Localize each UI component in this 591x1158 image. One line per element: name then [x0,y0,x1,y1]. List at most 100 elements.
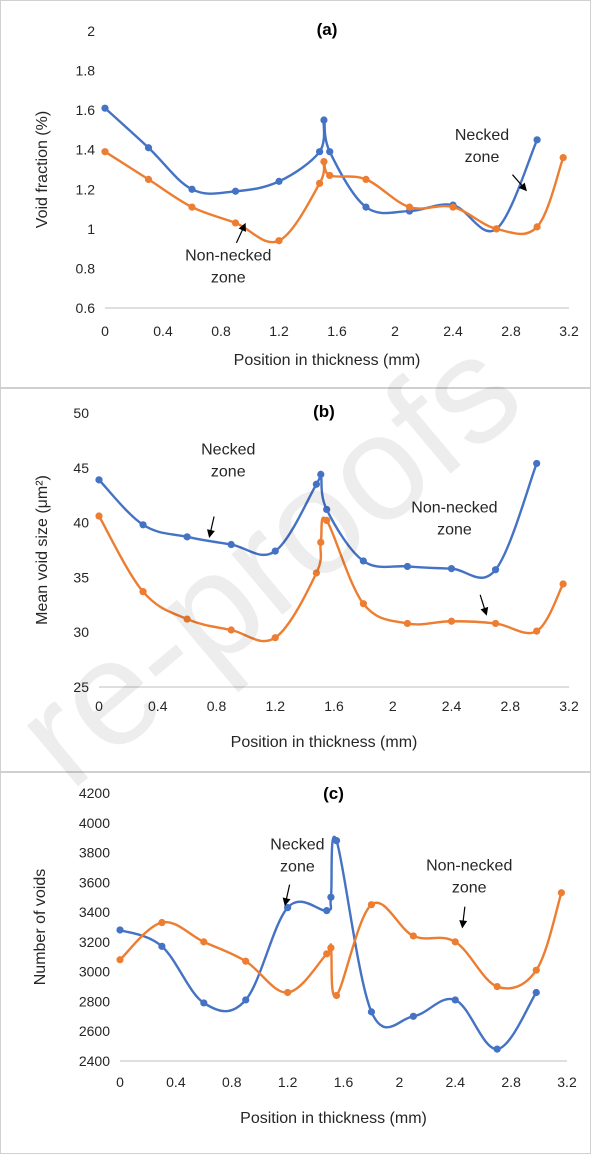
annotation-label: zone [211,464,246,481]
annotation-label: zone [280,859,315,876]
annotation-arrowhead [207,529,215,538]
data-point-necked [327,893,335,901]
data-point-non-necked [409,932,417,940]
x-tick-label: 2 [391,323,399,339]
y-tick-label: 4200 [79,785,110,801]
y-tick-label: 0.6 [76,300,96,316]
data-point-necked [183,533,191,541]
data-point-necked [491,566,500,574]
data-point-non-necked [327,944,335,952]
annotation-label: Necked [455,127,509,144]
annotation-label: zone [211,270,246,287]
data-point-necked [409,1012,417,1020]
chart-title: (a) [317,20,338,39]
data-point-necked [367,1008,376,1016]
x-tick-label: 2.4 [442,698,462,714]
data-point-necked [316,148,324,156]
data-point-necked [200,999,208,1007]
watermark-text: re-proofs [0,303,550,818]
annotation-label: Non-necked [185,248,271,265]
data-point-necked [323,505,331,514]
annotation-label: zone [452,879,487,896]
data-point-necked [320,116,328,124]
data-point-non-necked [362,175,370,183]
annotation-label: Non-necked [411,500,497,517]
annotation-arrowhead [459,920,468,929]
data-point-non-necked [326,171,334,180]
annotation-label: Non-necked [426,857,512,874]
data-point-necked [533,459,541,468]
data-point-necked [271,547,279,555]
data-point-non-necked [242,957,250,965]
annotation-arrow [462,906,466,923]
data-point-necked [403,562,412,571]
data-point-non-necked [403,619,412,628]
x-tick-label: 0 [95,698,103,714]
chart-b-svg: 25 30 35 40 45 50 0 0.4 0.8 1.2 1.6 2 2.4 2.8 3.2 (b) Po… [34,402,579,751]
data-point-non-necked [332,991,341,1000]
annotation-label: zone [437,522,472,539]
x-tick-label: 2 [389,698,397,714]
data-point-non-necked [451,938,459,946]
data-point-necked [533,136,541,144]
annotation-arrowhead [238,222,246,232]
x-tick-label: 1.2 [266,698,286,714]
data-point-necked [312,480,320,488]
data-point-non-necked [449,203,457,211]
data-point-non-necked [183,615,191,623]
y-tick-label: 1.6 [76,102,96,118]
y-tick-label: 25 [73,679,89,695]
data-point-non-necked [559,154,567,162]
y-tick-label: 30 [73,624,89,640]
data-point-necked [532,988,540,997]
data-point-non-necked [144,175,153,183]
x-axis-label: Position in thickness (mm) [231,734,418,751]
data-point-necked [451,996,459,1004]
data-point-necked [139,521,147,529]
y-axis-label: Void fraction (%) [34,111,51,228]
x-tick-label: 1.6 [334,1074,354,1090]
data-point-non-necked [227,626,235,634]
x-tick-label: 2.8 [501,323,521,339]
data-point-non-necked [158,918,166,927]
y-tick-label: 3000 [79,964,110,980]
data-point-non-necked [359,600,367,608]
y-tick-label: 3600 [79,874,110,890]
x-tick-label: 0.4 [166,1074,186,1090]
data-point-non-necked [447,617,456,625]
y-tick-label: 50 [73,405,89,421]
y-tick-label: 3200 [79,934,110,950]
data-point-non-necked [367,901,376,909]
data-point-necked [493,1045,501,1053]
annotation-arrow [235,228,244,244]
y-tick-label: 2400 [79,1053,110,1069]
y-axis-label: Mean void size (μm²) [34,475,51,625]
data-point-non-necked [101,148,109,156]
y-tick-label: 35 [73,569,89,585]
annotation-label: Necked [201,442,255,459]
y-tick-label: 45 [73,460,89,476]
data-point-non-necked [200,938,208,946]
x-tick-label: 0.8 [222,1074,242,1090]
y-tick-label: 3800 [79,845,110,861]
data-point-non-necked [316,179,324,187]
data-point-necked [284,904,292,912]
data-point-necked [231,187,240,195]
data-point-necked [227,540,235,549]
x-tick-label: 1.2 [269,323,289,339]
data-point-non-necked [533,223,541,231]
data-point-non-necked [323,950,331,958]
x-tick-label: 1.6 [327,323,347,339]
data-point-non-necked [493,982,501,991]
data-point-necked [323,907,331,915]
x-tick-label: 0.4 [153,323,173,339]
y-tick-label: 1.2 [76,181,96,197]
y-tick-label: 0.8 [76,260,96,276]
x-tick-label: 2.8 [501,1074,521,1090]
y-tick-label: 2600 [79,1023,110,1039]
data-point-non-necked [557,889,566,897]
data-point-non-necked [116,956,124,964]
data-point-necked [144,144,153,152]
chart-panel-c: 2400 2600 2800 3000 3200 3400 3600 3800 4000 4200… [0,772,591,1154]
